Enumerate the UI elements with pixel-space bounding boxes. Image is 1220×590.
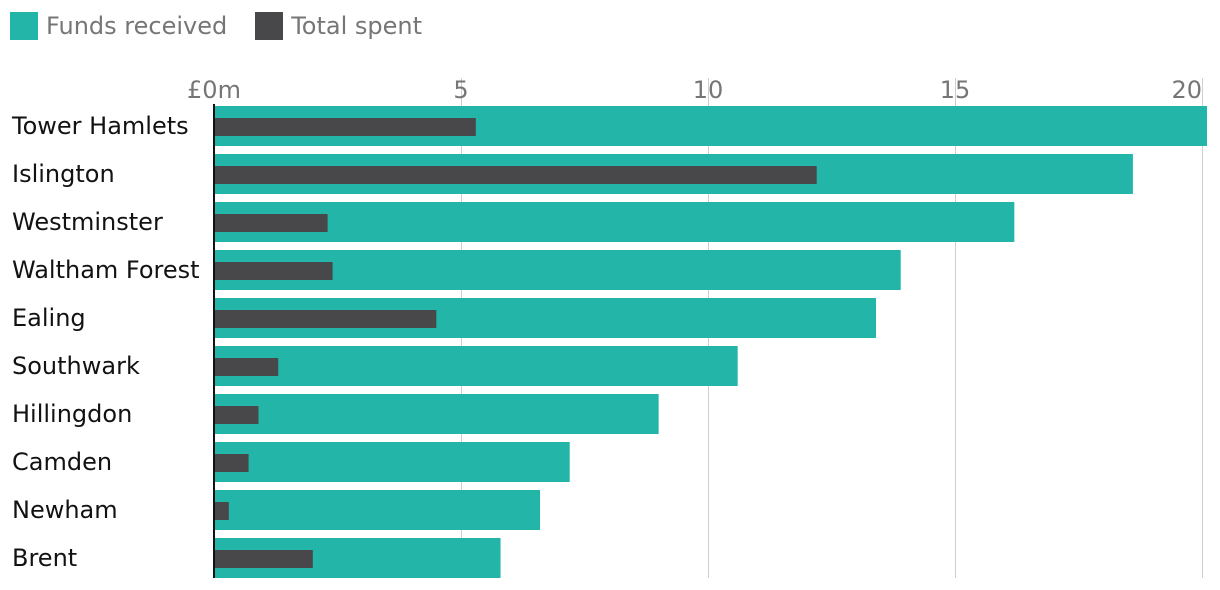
x-tick-label-10: 10 <box>693 76 724 104</box>
category-label-ealing: Ealing <box>12 304 86 332</box>
legend-label-total-spent: Total spent <box>291 12 423 40</box>
bar-funds-received-westminster <box>214 202 1015 242</box>
x-tick-label-15: 15 <box>940 76 971 104</box>
bar-total-spent-islington <box>214 166 817 184</box>
bar-total-spent-waltham-forest <box>214 262 333 280</box>
bar-total-spent-ealing <box>214 310 437 328</box>
bar-total-spent-brent <box>214 550 313 568</box>
legend-item-total-spent: Total spent <box>255 12 422 40</box>
category-label-waltham-forest: Waltham Forest <box>12 256 200 284</box>
bar-total-spent-newham <box>214 502 229 520</box>
category-label-islington: Islington <box>12 160 115 188</box>
x-tick-label-20: 20 <box>1172 76 1203 104</box>
legend-item-funds-received: Funds received <box>10 12 227 40</box>
category-label-westminster: Westminster <box>12 208 163 236</box>
bar-total-spent-tower-hamlets <box>214 118 476 136</box>
legend-swatch-total-spent <box>255 12 284 40</box>
category-label-camden: Camden <box>12 448 112 476</box>
x-tick-label-5: 5 <box>453 76 468 104</box>
bar-funds-received-hillingdon <box>214 394 659 434</box>
bar-funds-received-newham <box>214 490 541 530</box>
chart-legend: Funds received Total spent <box>10 12 450 40</box>
bar-total-spent-camden <box>214 454 249 472</box>
category-label-southwark: Southwark <box>12 352 140 380</box>
category-label-brent: Brent <box>12 544 77 572</box>
bar-total-spent-southwark <box>214 358 279 376</box>
bar-total-spent-hillingdon <box>214 406 259 424</box>
bar-funds-received-camden <box>214 442 570 482</box>
legend-label-funds-received: Funds received <box>46 12 228 40</box>
x-tick-label-0: £0m <box>187 76 241 104</box>
category-label-hillingdon: Hillingdon <box>12 400 132 428</box>
category-label-newham: Newham <box>12 496 118 524</box>
category-label-tower-hamlets: Tower Hamlets <box>11 112 189 140</box>
bar-funds-received-southwark <box>214 346 738 386</box>
legend-swatch-funds-received <box>10 12 38 40</box>
bar-total-spent-westminster <box>214 214 328 232</box>
